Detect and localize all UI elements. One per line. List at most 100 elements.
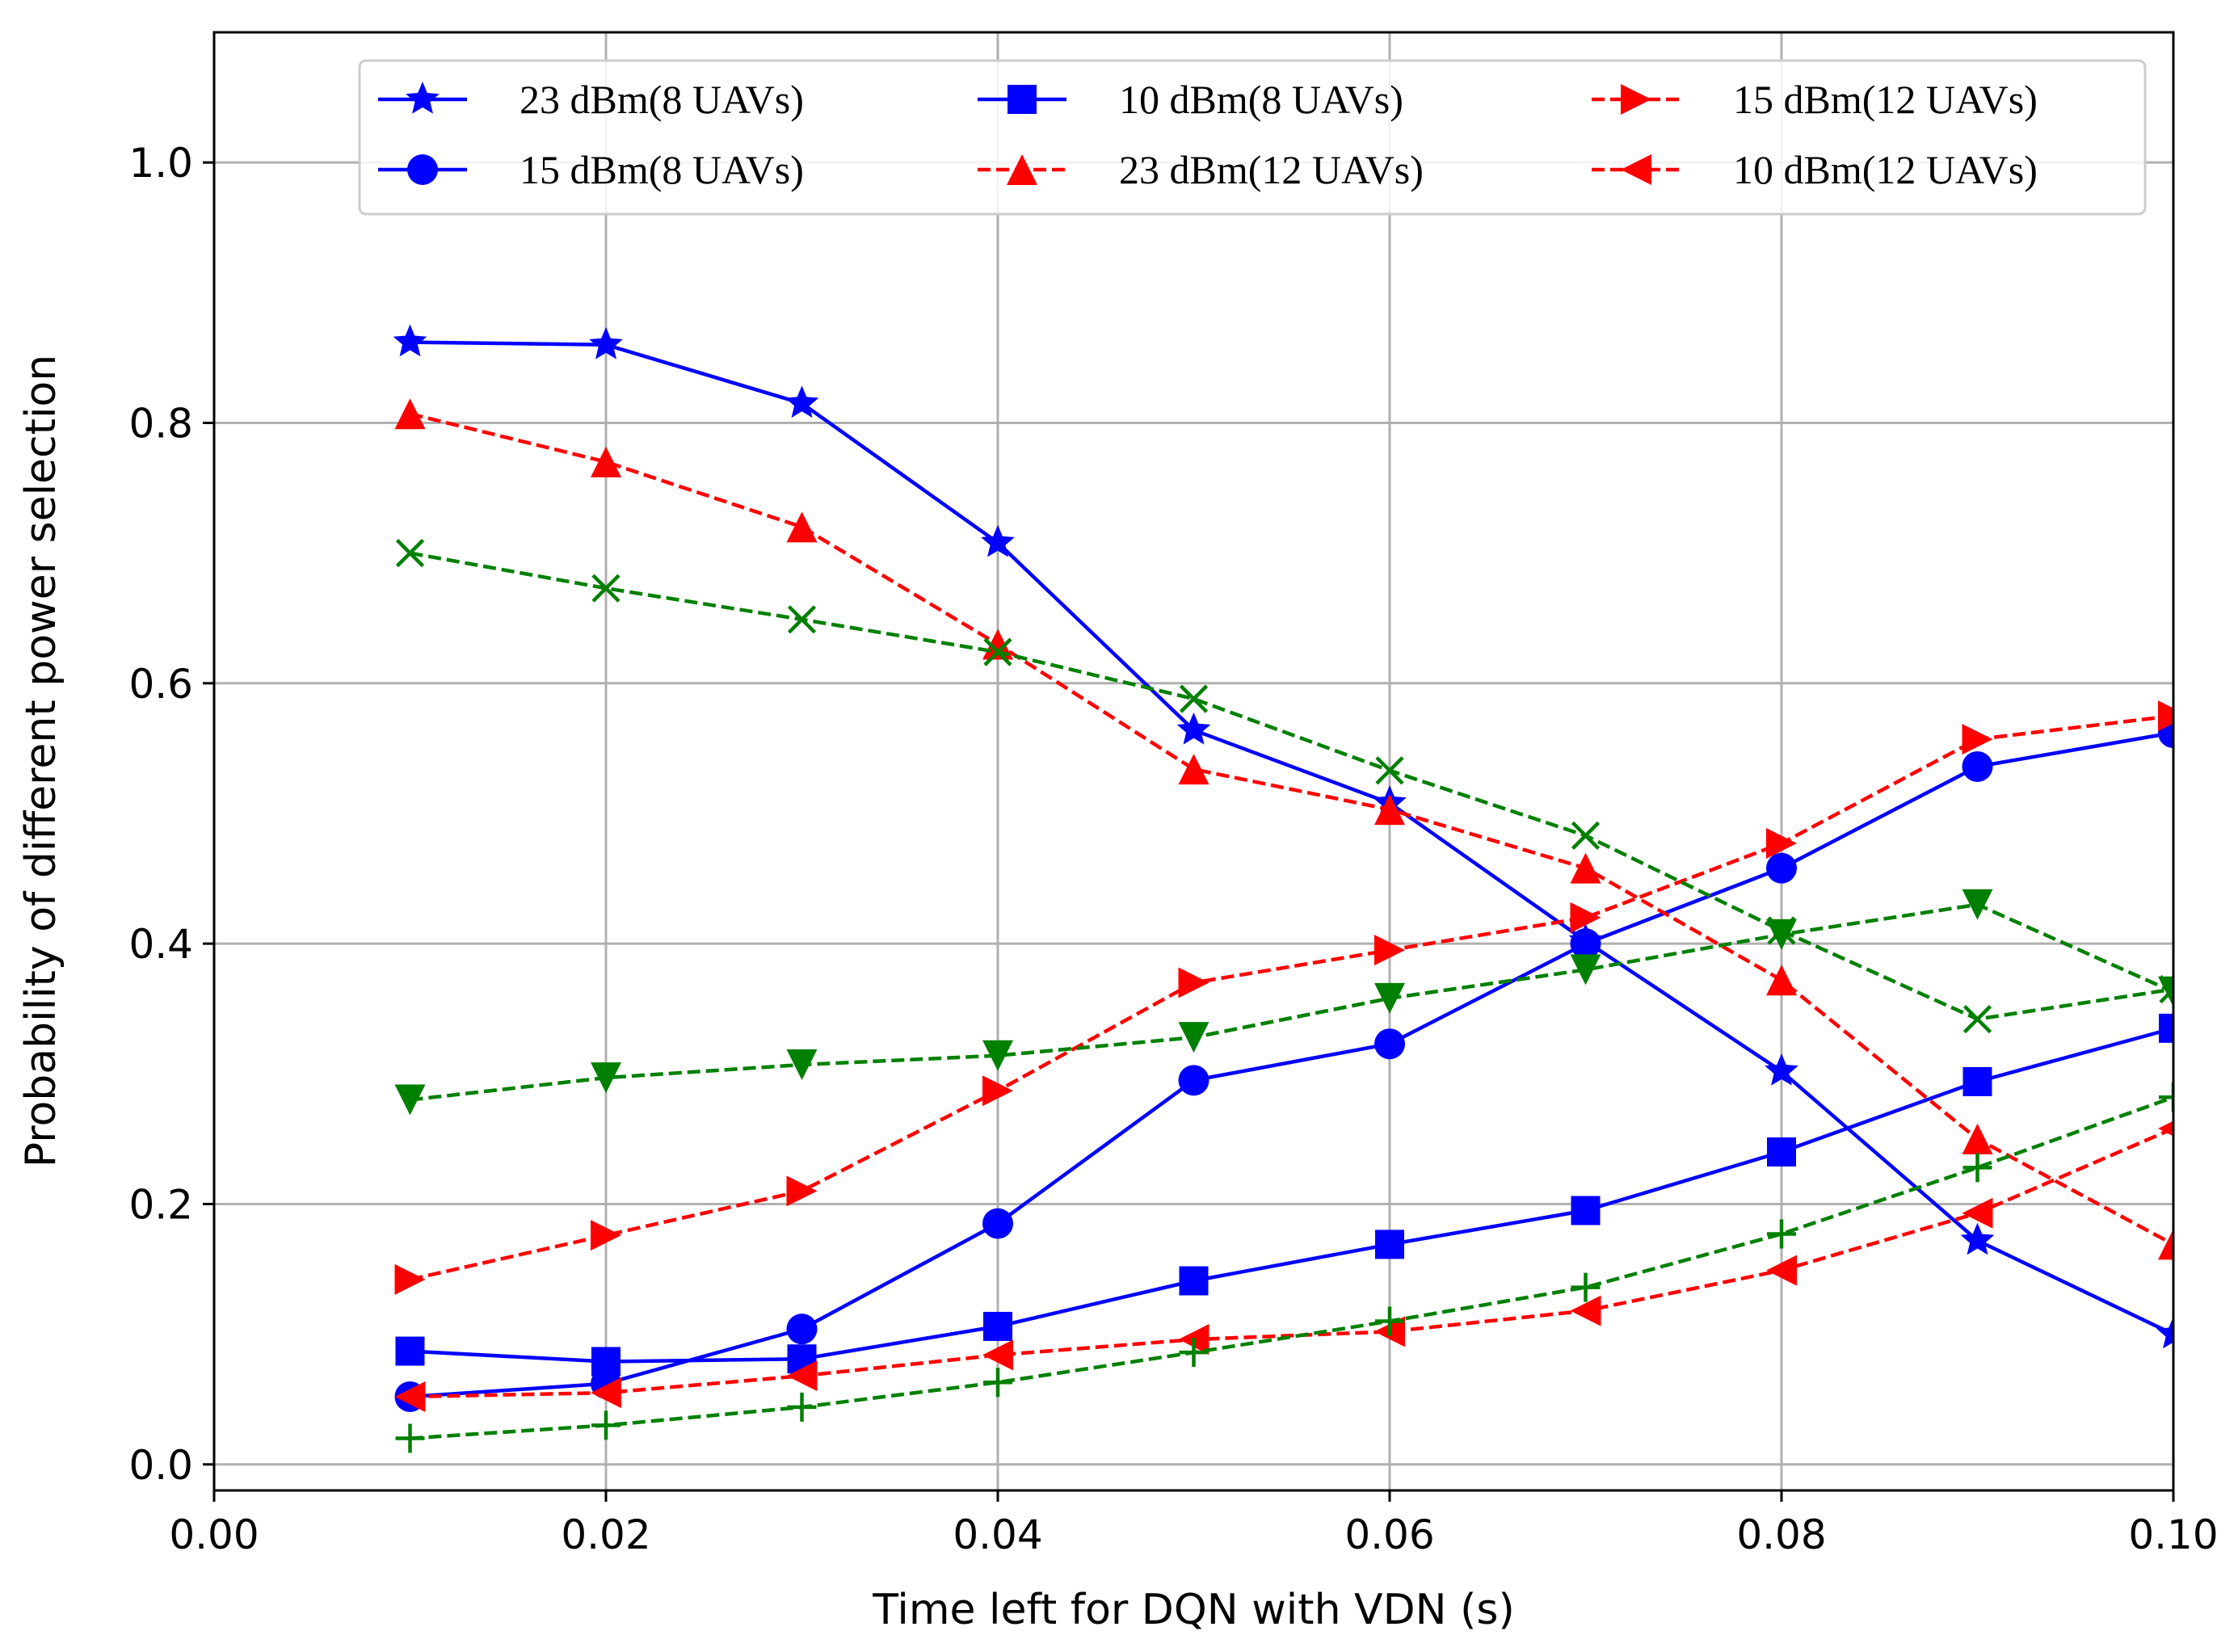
series-7 [394,889,2173,1116]
axis-ticks: 0.00 0.02 0.04 0.06 0.08 0.10 0.0 0.2 0.4 0.6 0.8 1… [128,140,2218,1558]
x-tick-label: 0.00 [169,1511,259,1558]
legend-marker [1007,154,1037,185]
data-point [1766,1255,1797,1286]
legend-label: 15 dBm(12 UAVs) [1733,77,2038,122]
data-point [982,1040,1013,1071]
series-line [410,713,2173,1282]
data-point [1766,828,1797,860]
data-point [1570,928,1601,960]
data-point [981,524,1015,557]
data-point [982,1075,1013,1107]
series-8 [395,1082,2173,1453]
y-tick-label: 0.4 [128,921,193,968]
data-point [2159,1013,2173,1043]
data-point [1375,1230,1404,1259]
legend-item: 23 dBm(12 UAVs) [978,147,1424,192]
data-point [1374,1028,1405,1060]
y-tick-label: 0.2 [128,1181,193,1228]
data-point [1374,794,1405,826]
data-point [591,1220,621,1251]
x-tick-label: 0.04 [953,1511,1042,1558]
data-point [982,1208,1013,1239]
data-point [394,398,426,430]
plot-frame [212,31,2175,1492]
data-point [1570,852,1601,884]
data-point [1767,1219,1796,1249]
y-axis-label: Probability of different power selection [17,355,65,1167]
data-point [1962,1153,1992,1183]
data-point [2158,700,2173,732]
legend-item: 15 dBm(8 UAVs) [378,147,804,192]
data-point [1178,1022,1209,1053]
series-group [393,324,2173,1453]
data-point [591,1347,620,1377]
series-line [410,1026,2173,1364]
data-point [1178,1065,1209,1096]
data-point [1962,889,1993,920]
legend-item: 10 dBm(12 UAVs) [1592,147,2038,192]
data-point [591,446,621,477]
data-point [591,1377,621,1409]
legend-label: 10 dBm(12 UAVs) [1733,147,2038,192]
series-line [410,551,2173,1021]
legend-label: 10 dBm(8 UAVs) [1119,77,1403,122]
data-point [786,511,818,543]
data-point [1571,1196,1601,1225]
legend-marker [406,82,440,114]
data-point [785,385,819,418]
data-point [786,1175,818,1207]
series-4 [394,700,2173,1295]
series-3 [394,398,2173,1260]
data-point [1766,852,1797,884]
data-point [786,1314,818,1345]
data-point [2156,1316,2173,1349]
legend-marker [1621,84,1651,115]
data-point [1179,684,1209,713]
data-point [2158,1229,2173,1260]
series-line [410,730,2173,1399]
legend: 23 dBm(8 UAVs) 15 dBm(8 UAVs) 10 dBm(8 UAV… [358,59,2147,216]
x-tick-label: 0.02 [561,1511,650,1558]
data-point [1570,1295,1601,1326]
data-point [1375,756,1404,785]
data-point [1178,967,1209,998]
series-2 [395,1013,2173,1377]
data-point [1570,954,1601,986]
data-point [395,539,425,568]
data-point [1571,821,1601,850]
data-point [983,1311,1012,1341]
x-tick-label: 0.06 [1344,1511,1434,1558]
data-point [1962,1123,1993,1154]
data-point [1179,1338,1209,1368]
data-point [1374,982,1405,1014]
data-point [1178,754,1209,785]
data-point [1179,1266,1209,1296]
data-point [786,1049,818,1081]
legend-item: 15 dBm(12 UAVs) [1592,77,2038,122]
data-point [1374,935,1405,966]
data-point [394,1381,426,1412]
data-point [1766,918,1797,950]
data-point [591,1410,620,1440]
legend-label: 15 dBm(8 UAVs) [520,147,804,192]
data-point [395,1336,425,1366]
data-point [591,1062,621,1094]
data-point [1570,902,1601,933]
data-point [1962,750,1993,782]
series-line [410,340,2173,1336]
legend-marker [407,154,438,185]
y-tick-label: 0.6 [128,661,193,708]
legend-label: 23 dBm(8 UAVs) [520,77,804,122]
data-point [1962,1197,1993,1229]
series-line [409,412,2173,1246]
data-point [2158,976,2173,1007]
x-tick-label: 0.10 [2128,1511,2218,1558]
legend-frame [358,59,2147,216]
y-tick-label: 0.0 [128,1442,193,1489]
data-point [1766,965,1797,996]
data-point [2158,1120,2173,1137]
y-tick-label: 0.8 [128,400,193,447]
data-point [394,1263,426,1295]
data-point [395,1423,425,1453]
data-point [1375,1306,1404,1336]
